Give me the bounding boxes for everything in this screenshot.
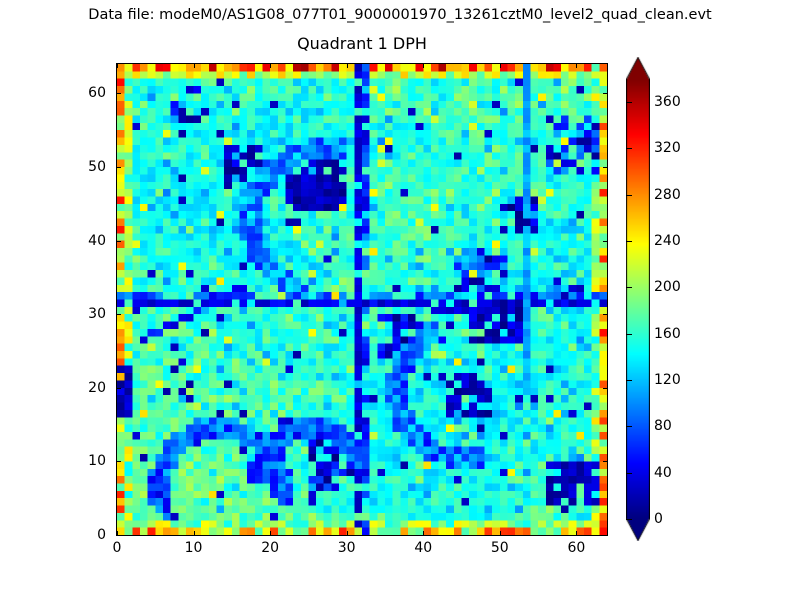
- page-title: Quadrant 1 DPH: [297, 34, 427, 53]
- x-tick-mark: [346, 64, 348, 68]
- x-tick-mark: [576, 64, 578, 68]
- y-tick-mark: [117, 240, 121, 242]
- colorbar-tick-label: 0: [654, 511, 663, 527]
- x-tick-mark: [270, 531, 272, 535]
- data-file-suptitle: Data file: modeM0/AS1G08_077T01_90000019…: [88, 7, 712, 23]
- colorbar-tick-mark: [626, 472, 632, 474]
- x-tick-mark: [499, 531, 501, 535]
- y-tick-mark: [117, 387, 121, 389]
- x-tick-mark: [499, 64, 501, 68]
- y-tick-label: 20: [88, 379, 106, 396]
- y-tick-mark: [117, 93, 121, 95]
- y-tick-mark: [117, 314, 121, 316]
- colorbar-tick-label: 320: [654, 140, 681, 157]
- y-tick-label: 30: [88, 306, 106, 323]
- colorbar-tick-mark: [626, 194, 632, 196]
- colorbar-gradient[interactable]: [626, 57, 650, 541]
- y-tick-label: 10: [88, 453, 106, 470]
- x-tick-mark: [117, 531, 118, 535]
- colorbar-tick-label: 160: [654, 325, 681, 342]
- detector-heatmap-image[interactable]: [117, 64, 607, 535]
- y-tick-label: 50: [88, 159, 106, 176]
- y-tick-label: 40: [88, 232, 106, 249]
- colorbar-tick-label: 80: [654, 418, 672, 435]
- colorbar-tick-label: 120: [654, 372, 681, 389]
- y-tick-mark: [603, 387, 607, 389]
- x-tick-mark: [423, 531, 425, 535]
- y-tick-mark: [117, 535, 121, 536]
- heatmap-axes[interactable]: [116, 63, 608, 536]
- y-tick-mark: [603, 93, 607, 95]
- colorbar-tick-mark: [626, 287, 632, 289]
- y-tick-mark: [603, 240, 607, 242]
- x-tick-label: 20: [261, 540, 280, 556]
- colorbar-tick-label: 280: [654, 186, 681, 203]
- colorbar[interactable]: [626, 57, 650, 541]
- x-tick-mark: [576, 531, 578, 535]
- x-tick-label: 40: [414, 540, 433, 556]
- colorbar-tick-mark: [626, 380, 632, 382]
- x-tick-mark: [270, 64, 272, 68]
- x-tick-label: 0: [112, 540, 122, 556]
- x-tick-label: 50: [490, 540, 509, 556]
- y-tick-label: 60: [88, 85, 106, 102]
- colorbar-tick-label: 40: [654, 464, 672, 481]
- colorbar-tick-mark: [626, 519, 632, 520]
- colorbar-tick-mark: [626, 148, 632, 150]
- x-tick-mark: [423, 64, 425, 68]
- colorbar-tick-mark: [626, 102, 632, 104]
- y-tick-mark: [117, 461, 121, 463]
- x-tick-label: 30: [337, 540, 356, 556]
- colorbar-tick-label: 200: [654, 279, 681, 296]
- x-tick-mark: [346, 531, 348, 535]
- x-tick-mark: [193, 64, 195, 68]
- x-tick-mark: [117, 64, 118, 68]
- colorbar-tick-label: 240: [654, 233, 681, 250]
- colorbar-tick-mark: [626, 241, 632, 243]
- y-tick-label: 0: [97, 527, 106, 543]
- y-tick-mark: [117, 167, 121, 169]
- x-tick-label: 10: [184, 540, 203, 556]
- colorbar-tick-mark: [626, 333, 632, 335]
- y-tick-mark: [603, 461, 607, 463]
- y-tick-mark: [603, 167, 607, 169]
- colorbar-tick-label: 360: [654, 94, 681, 111]
- y-tick-mark: [603, 314, 607, 316]
- x-tick-mark: [193, 531, 195, 535]
- x-tick-label: 60: [567, 540, 586, 556]
- y-tick-mark: [603, 535, 607, 536]
- colorbar-tick-mark: [626, 426, 632, 428]
